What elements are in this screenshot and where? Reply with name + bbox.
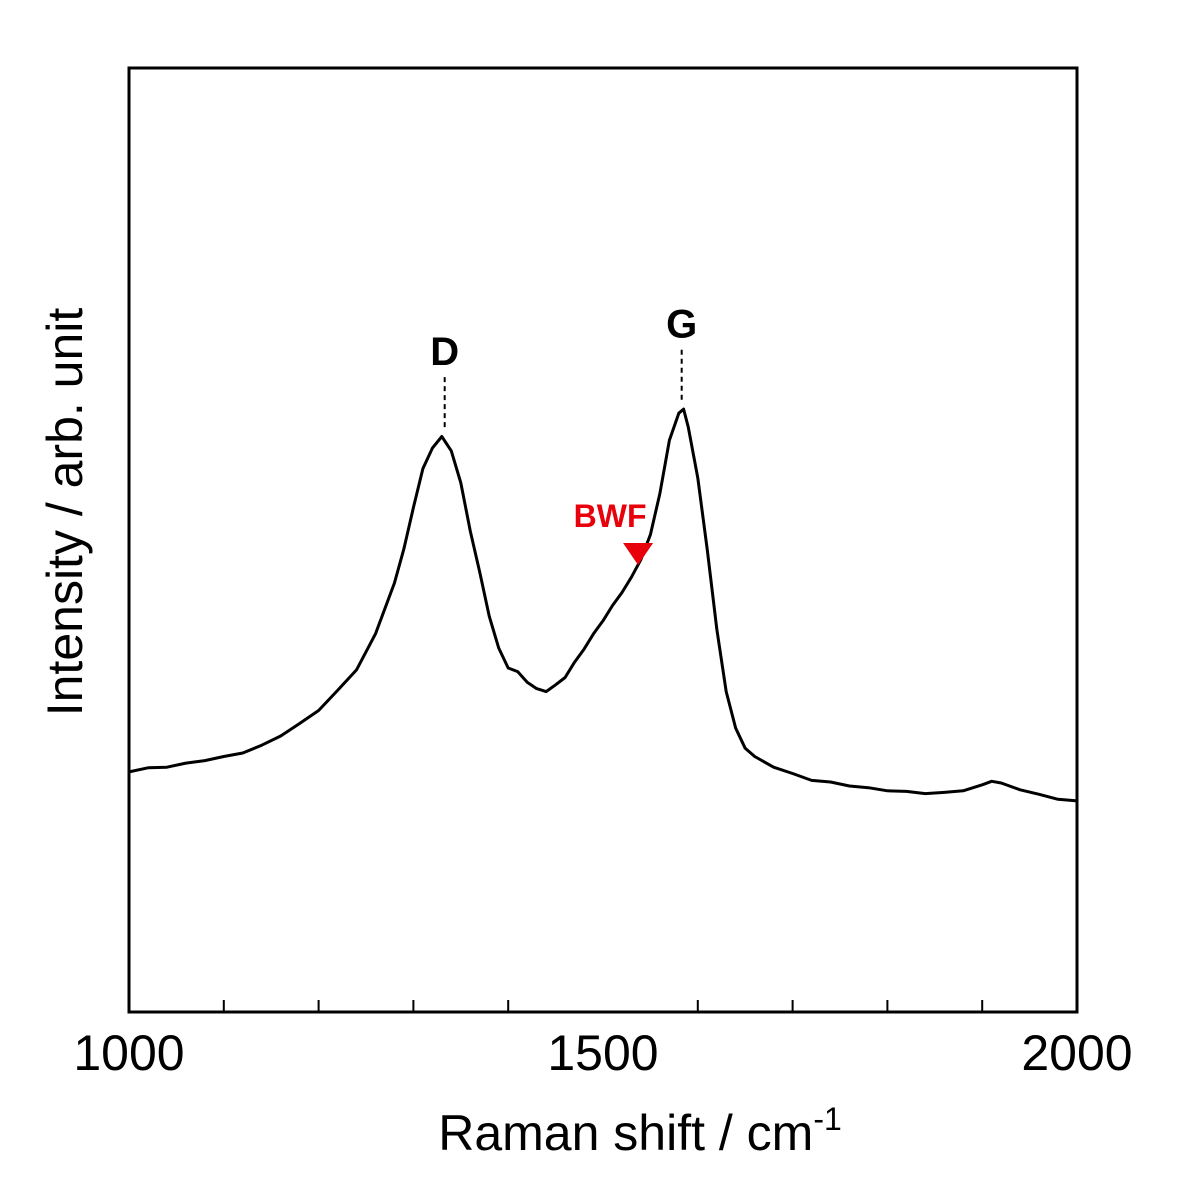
x-axis-title: Raman shift / cm-1 [438,1101,842,1161]
x-minor-ticks [222,1000,984,1012]
bwf-label: BWF [574,498,647,534]
peak-label: G [666,303,697,347]
plot-frame [127,66,1079,1014]
peak-annotations: D G BWF [430,303,697,565]
x-tick-labels: 1000 1500 2000 [73,1025,1132,1081]
peak-label: D [430,330,459,374]
spectrum-line [128,407,1078,803]
x-tick-label: 2000 [1021,1025,1132,1081]
x-tick-label: 1000 [73,1025,184,1081]
x-tick-label: 1500 [547,1025,658,1081]
bwf-marker [623,543,654,565]
y-axis-title: Intensity / arb. unit [37,308,93,717]
